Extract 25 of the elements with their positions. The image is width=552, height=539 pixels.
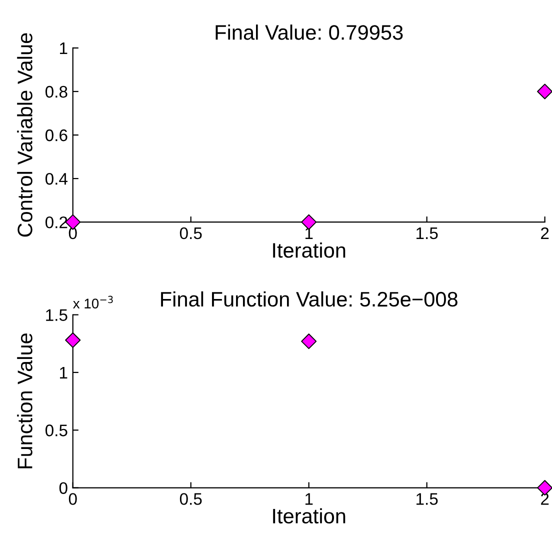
- x-tick-label: 1: [305, 493, 313, 505]
- y-axis-title: Function Value: [17, 333, 32, 468]
- y-tick-label: 1: [60, 367, 68, 378]
- y-tick-label: 1.5: [46, 309, 68, 321]
- y-tick-label: 0: [59, 482, 68, 494]
- chart-title: Final Function Value: 5.25e−008: [161, 291, 458, 307]
- x-axis-title: Iteration: [273, 508, 346, 524]
- x-tick-label: 1.5: [416, 228, 438, 240]
- x-tick-label: 2: [541, 227, 549, 240]
- x-axis-title: Iteration: [273, 242, 346, 258]
- x-tick-label: 1.5: [416, 493, 438, 505]
- x-tick-label: 0: [68, 493, 77, 505]
- y-tick-label: 0.4: [45, 172, 68, 185]
- y-tick-label: 0.8: [45, 86, 68, 98]
- y-tick-label: 0.2: [45, 216, 68, 228]
- point: [65, 332, 81, 348]
- chart-title: Final Value: 0.79953: [216, 24, 403, 40]
- text: x 10$^{−3}$: [73, 296, 113, 308]
- x-tick-label: 0.5: [180, 493, 202, 505]
- y-tick-label: 1: [60, 42, 68, 54]
- point: [301, 334, 317, 350]
- y-tick-label: 0.6: [45, 129, 68, 142]
- y-tick-label: 0.5: [45, 424, 68, 436]
- x-tick-label: 0.5: [180, 227, 202, 240]
- y-axis-title: Control Variable Value: [17, 33, 32, 237]
